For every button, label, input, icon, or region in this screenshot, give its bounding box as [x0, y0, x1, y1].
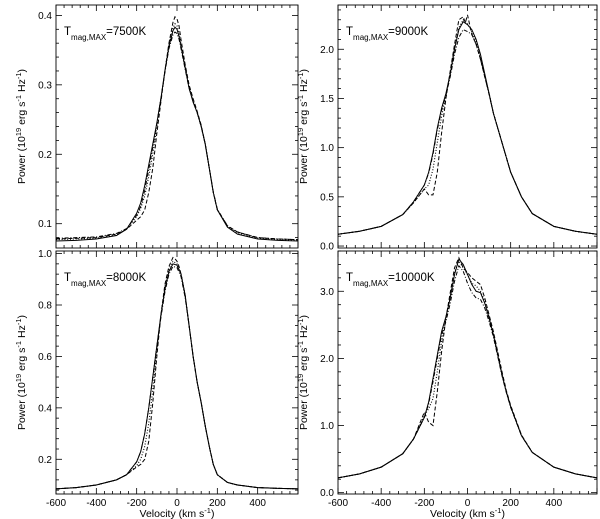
series-line-dotted	[56, 260, 298, 490]
panel-annotation: Tmag,MAX=8000K	[64, 272, 146, 288]
series-line-solid	[56, 263, 298, 490]
series-line-dotted	[338, 259, 597, 479]
series-line-dashed	[56, 15, 298, 241]
y-axis-title: Power (1019 erg s-1 Hz-1)	[296, 69, 311, 184]
x-tick-label: 200	[502, 498, 519, 509]
series-line-solid	[338, 20, 597, 235]
panel-top-left: 0.1 0.2 0.3 0.4 Power (1019 erg s-1 Hz-1) Tma…	[14, 4, 299, 249]
series-line-dashdot	[56, 265, 298, 490]
x-tick-label: 200	[209, 498, 226, 509]
panel-bottom-right: -600 -400 -200 0 200 400 Velocity (km s-1) 0.0 1…	[296, 250, 598, 519]
x-tick-label: -400	[371, 498, 391, 509]
y-tick-label: 0.5	[320, 192, 334, 203]
y-tick-label: 0.1	[38, 219, 52, 230]
y-tick-label: 1.0	[38, 249, 52, 260]
panel-annotation: Tmag,MAX=7500K	[64, 26, 146, 42]
y-tick-label: 1.0	[320, 143, 334, 154]
y-axis-title: Power (1019 erg s-1 Hz-1)	[296, 315, 311, 430]
x-tick-label: -600	[46, 498, 66, 509]
x-tick-label: 0	[465, 498, 471, 509]
series-line-dashdot	[338, 28, 597, 235]
y-tick-label: 0.4	[38, 403, 52, 414]
x-tick-label: 400	[249, 498, 266, 509]
y-tick-label: 0.0	[320, 488, 334, 499]
series-line-dashdot	[338, 264, 597, 479]
series-line-dotted	[56, 22, 298, 241]
x-tick-label: -200	[127, 498, 147, 509]
x-axis-title: Velocity (km s-1)	[430, 506, 505, 519]
series-line-solid	[338, 257, 597, 479]
y-axis-title: Power (1019 erg s-1 Hz-1)	[14, 315, 29, 430]
y-tick-label: 2.0	[320, 354, 334, 365]
x-tick-label: -600	[328, 498, 348, 509]
y-tick-label: 0.2	[38, 150, 52, 161]
panel-top-right: 0.0 0.5 1.0 1.5 2.0 Power (1019 erg s-1 Hz-1)…	[296, 4, 598, 253]
series-line-dashdot	[56, 31, 298, 241]
series-line-dotted	[338, 18, 597, 235]
panel-bottom-left: -600 -400 -200 0 200 400 Velocity (km s-1) 0.2 0…	[14, 249, 299, 519]
series-line-dashed	[338, 14, 597, 235]
x-axis-title: Velocity (km s-1)	[140, 506, 215, 519]
series-line-dashed	[338, 256, 597, 479]
series-line-solid	[56, 26, 298, 242]
y-tick-label: 0.4	[38, 11, 52, 22]
x-tick-label: 400	[545, 498, 562, 509]
y-tick-label: 0.3	[38, 80, 52, 91]
y-tick-label: 3.0	[320, 287, 334, 298]
x-tick-label: -400	[86, 498, 106, 509]
x-tick-label: -200	[414, 498, 434, 509]
x-tick-label: 0	[174, 498, 180, 509]
panel-annotation: Tmag,MAX=10000K	[346, 272, 435, 288]
y-axis-title: Power (1019 erg s-1 Hz-1)	[14, 69, 29, 184]
y-tick-label: 2.0	[320, 45, 334, 56]
y-tick-label: 0.2	[38, 455, 52, 466]
panel-annotation: Tmag,MAX=9000K	[346, 26, 428, 42]
y-tick-label: 0.0	[320, 242, 334, 253]
y-tick-label: 0.8	[38, 301, 52, 312]
y-tick-label: 1.0	[320, 421, 334, 432]
y-tick-label: 1.5	[320, 94, 334, 105]
y-tick-label: 0.6	[38, 352, 52, 363]
series-line-dashed	[56, 256, 298, 490]
